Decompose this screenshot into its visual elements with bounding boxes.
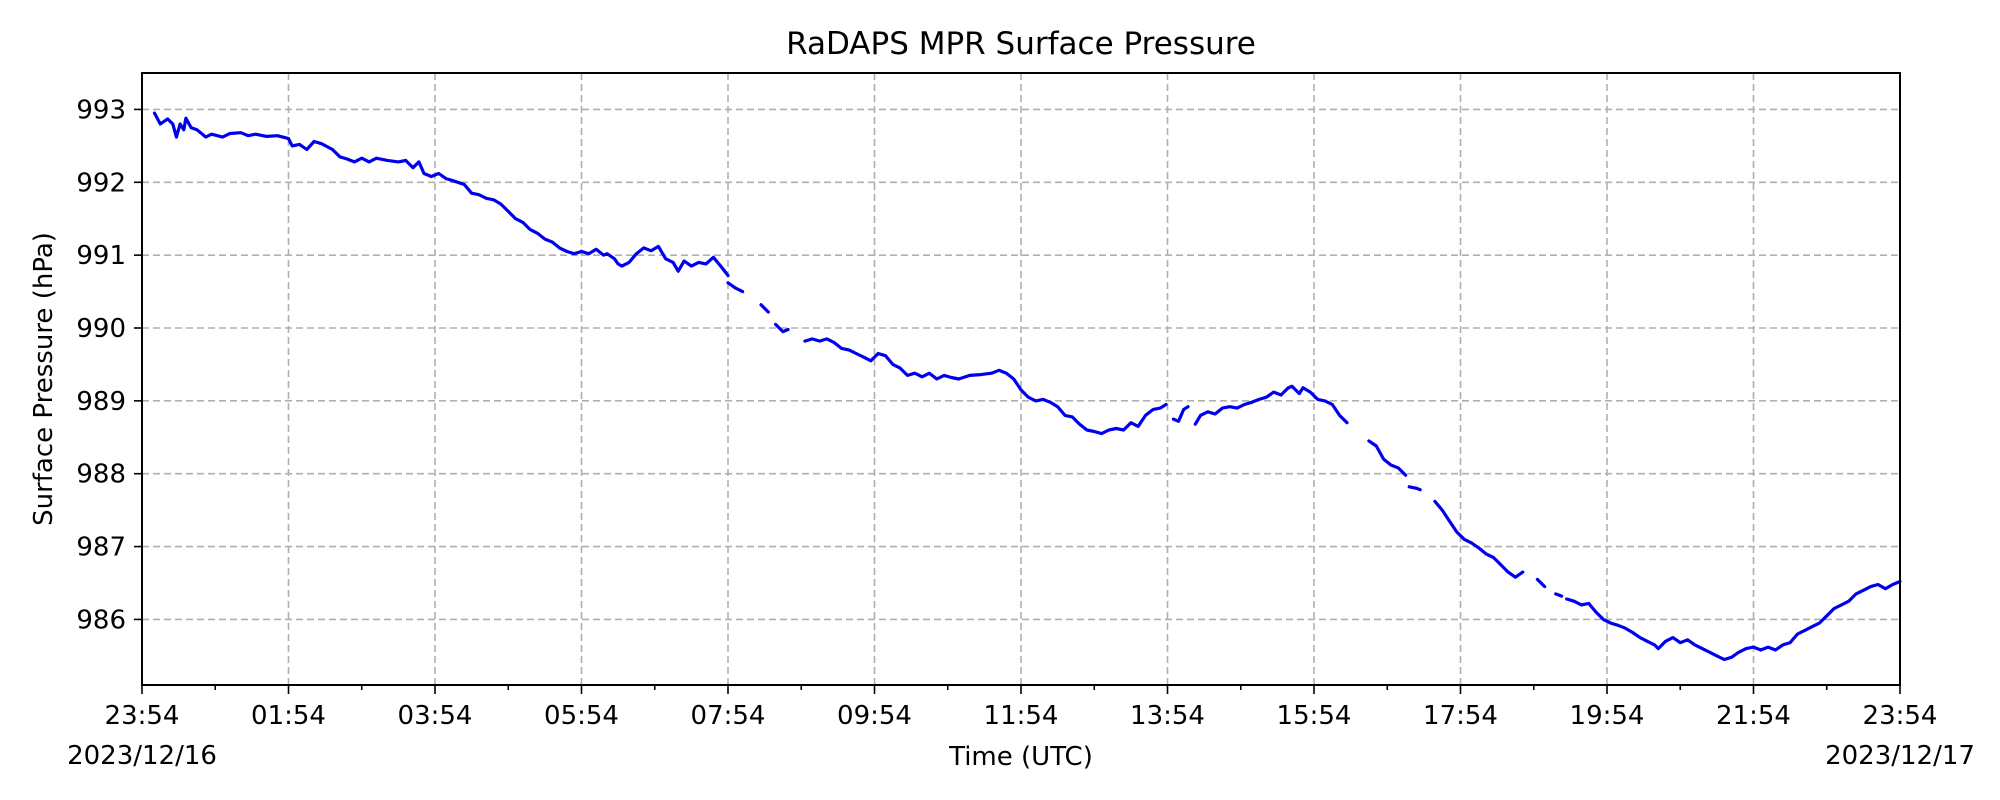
x-tick-label: 05:54 xyxy=(544,701,619,731)
series-line-segment xyxy=(759,303,770,314)
y-tick-labels: 986 987 988 989 990 991 992 993 xyxy=(76,95,126,635)
x-tick-label: 07:54 xyxy=(691,701,766,731)
date-labels: 2023/12/16 2023/12/17 xyxy=(67,741,1975,771)
axis-ticks xyxy=(134,108,1901,694)
y-tick-label: 991 xyxy=(76,241,126,271)
y-axis-label: Surface Pressure (hPa) xyxy=(29,232,59,526)
x-tick-label: 19:54 xyxy=(1570,701,1645,731)
chart-title: RaDAPS MPR Surface Pressure xyxy=(786,26,1256,62)
grid-lines xyxy=(142,73,1900,685)
x-date-label: 2023/12/16 xyxy=(67,741,217,771)
series-line-segment xyxy=(1554,592,1564,598)
series-line-segment xyxy=(803,337,1168,436)
x-date-label: 2023/12/17 xyxy=(1825,741,1975,771)
series-line-segment xyxy=(773,322,790,334)
series-line-segment xyxy=(1193,384,1349,426)
series-line-segment xyxy=(152,111,730,278)
series-line-segment xyxy=(1367,439,1408,477)
series-pressure xyxy=(152,111,1902,662)
x-tick-label: 11:54 xyxy=(984,701,1059,731)
x-tick-label: 21:54 xyxy=(1716,701,1791,731)
y-tick-label: 990 xyxy=(76,314,126,344)
x-tick-labels: 23:54 01:54 03:54 05:54 07:54 09:54 11:54 13:54… xyxy=(105,701,1938,731)
y-tick-label: 986 xyxy=(76,605,126,635)
y-tick-label: 989 xyxy=(76,387,126,417)
x-tick-label: 01:54 xyxy=(251,701,326,731)
series-line-segment xyxy=(1407,485,1422,492)
series-line-segment xyxy=(1171,405,1190,423)
x-tick-label: 03:54 xyxy=(398,701,473,731)
x-tick-label: 13:54 xyxy=(1130,701,1205,731)
y-tick-label: 987 xyxy=(76,533,126,563)
x-tick-label: 17:54 xyxy=(1423,701,1498,731)
plot-frame xyxy=(141,72,1901,686)
y-tick-label: 988 xyxy=(76,460,126,490)
series-line-segment xyxy=(726,281,745,294)
x-tick-label: 23:54 xyxy=(105,701,180,731)
x-tick-label: 09:54 xyxy=(837,701,912,731)
series-line-segment xyxy=(1433,499,1525,579)
y-tick-label: 992 xyxy=(76,168,126,198)
x-axis-label: Time (UTC) xyxy=(948,742,1093,772)
x-tick-label: 15:54 xyxy=(1277,701,1352,731)
series-line-segment xyxy=(1565,579,1902,662)
y-tick-label: 993 xyxy=(76,95,126,125)
series-line-segment xyxy=(1535,577,1547,589)
x-tick-label: 23:54 xyxy=(1863,701,1938,731)
